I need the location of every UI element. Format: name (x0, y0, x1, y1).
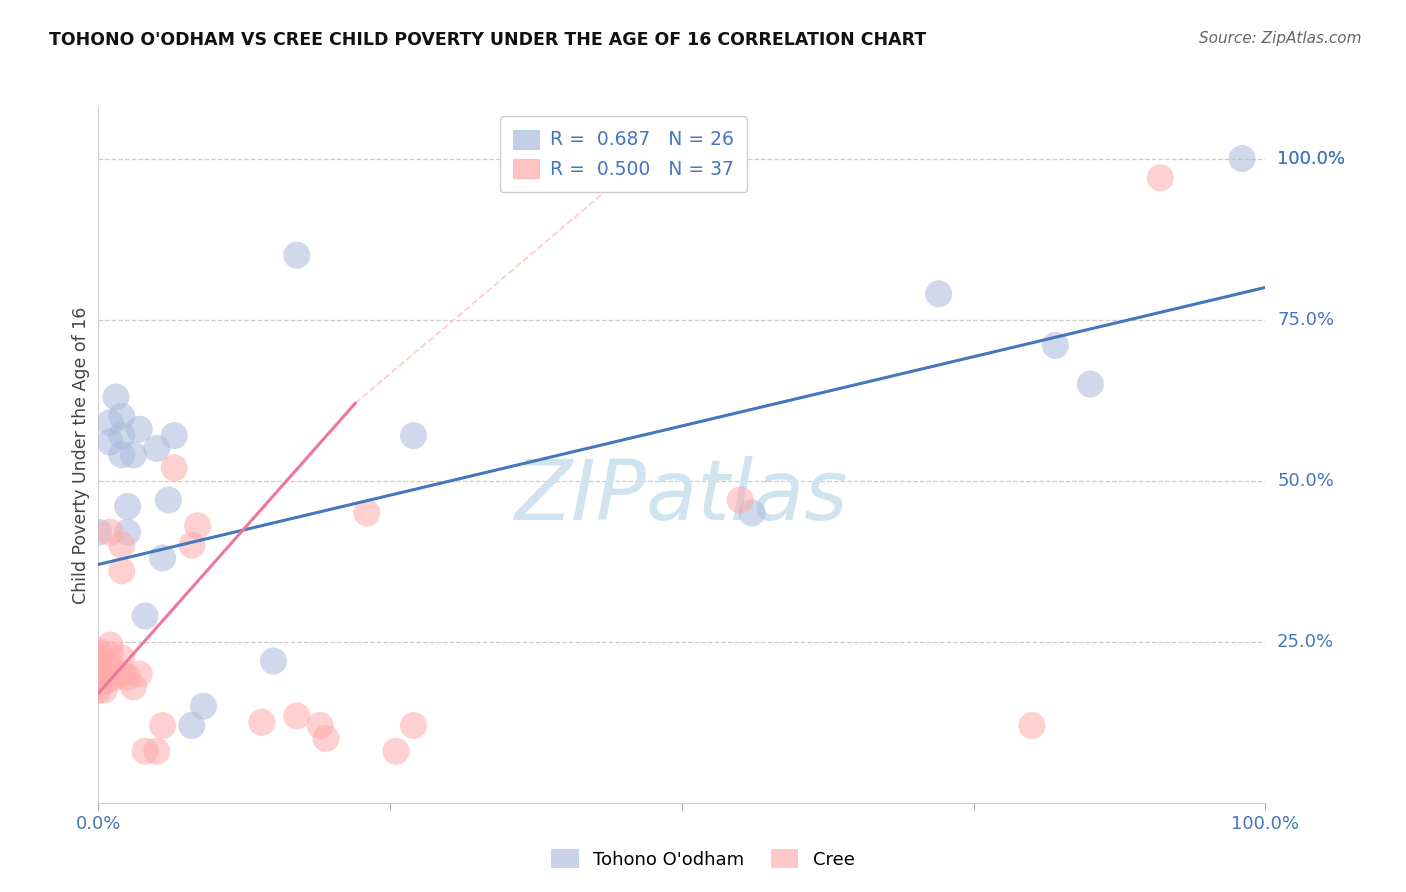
Point (98, 648, 121, 662)
Point (187, 518, 209, 533)
Point (1045, 338, 1067, 352)
Point (96, 673, 118, 688)
Point (250, 715, 273, 730)
Point (87, 683, 110, 698)
Point (122, 680, 145, 694)
Point (309, 718, 332, 732)
Point (1080, 377, 1102, 392)
Point (111, 538, 134, 552)
Point (152, 718, 174, 732)
Point (98, 525, 121, 540)
Point (98, 416, 121, 430)
Legend: R =  0.687   N = 26, R =  0.500   N = 37: R = 0.687 N = 26, R = 0.500 N = 37 (499, 117, 748, 192)
Point (285, 248, 308, 262)
Text: 75.0%: 75.0% (1277, 310, 1334, 328)
Point (111, 651, 134, 665)
Point (180, 718, 202, 732)
Text: 100.0%: 100.0% (1277, 150, 1346, 168)
Point (87, 664, 110, 678)
Point (87, 670, 110, 684)
Point (134, 744, 156, 758)
Point (98, 638, 121, 652)
Point (111, 409, 134, 424)
Point (356, 506, 378, 520)
Point (111, 448, 134, 462)
Point (730, 493, 752, 508)
Point (111, 667, 134, 681)
Point (117, 525, 139, 540)
Point (134, 609, 156, 624)
Point (163, 460, 186, 475)
Text: TOHONO O'ODHAM VS CREE CHILD POVERTY UNDER THE AGE OF 16 CORRELATION CHART: TOHONO O'ODHAM VS CREE CHILD POVERTY UND… (49, 31, 927, 49)
Text: 100.0%: 100.0% (1277, 150, 1346, 168)
Text: 50.0%: 50.0% (1277, 472, 1334, 490)
Point (117, 670, 139, 684)
Text: 25.0%: 25.0% (1277, 632, 1334, 651)
Point (193, 699, 215, 714)
Point (402, 718, 425, 732)
Point (87, 525, 110, 540)
Point (1021, 718, 1043, 732)
Point (157, 493, 180, 508)
Point (104, 670, 127, 684)
Point (402, 428, 425, 442)
Y-axis label: Child Poverty Under the Age of 16: Child Poverty Under the Age of 16 (72, 306, 90, 604)
Point (98, 435, 121, 450)
Point (928, 286, 950, 301)
Point (87, 657, 110, 672)
Point (163, 428, 186, 442)
Legend: Tohono O'odham, Cree: Tohono O'odham, Cree (544, 842, 862, 876)
Point (1230, 152, 1253, 166)
Point (152, 551, 174, 566)
Point (180, 538, 202, 552)
Point (146, 442, 169, 456)
Point (97, 657, 120, 672)
Point (385, 744, 408, 758)
Point (262, 654, 284, 668)
Point (128, 422, 150, 436)
Point (122, 448, 145, 462)
Point (93, 683, 115, 698)
Point (146, 744, 169, 758)
Point (1149, 170, 1171, 185)
Point (111, 428, 134, 442)
Point (285, 708, 308, 723)
Point (741, 506, 763, 520)
Point (315, 731, 337, 746)
Point (128, 667, 150, 681)
Point (87, 644, 110, 658)
Point (117, 500, 139, 514)
Text: ZIPatlas: ZIPatlas (515, 456, 849, 537)
Point (104, 390, 127, 404)
Text: Source: ZipAtlas.com: Source: ZipAtlas.com (1198, 31, 1361, 46)
Point (87, 676, 110, 690)
Point (111, 564, 134, 578)
Point (87, 651, 110, 665)
